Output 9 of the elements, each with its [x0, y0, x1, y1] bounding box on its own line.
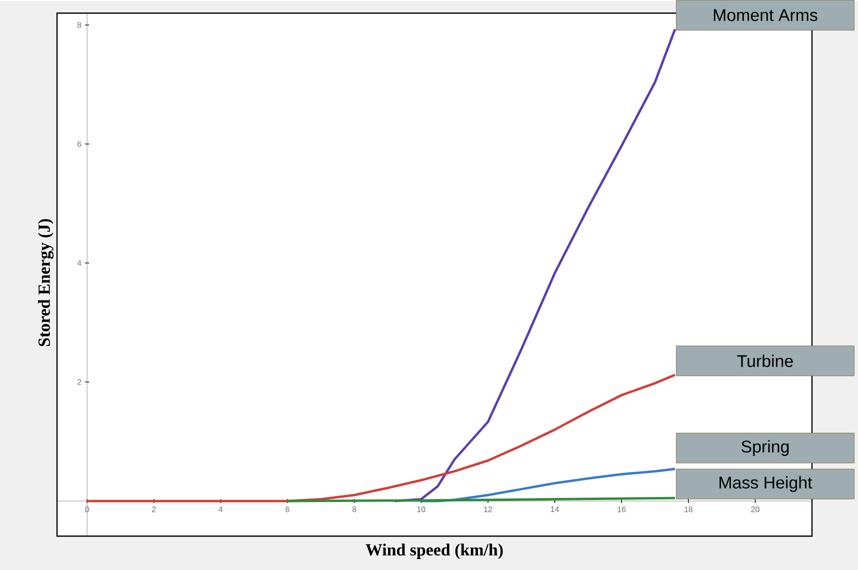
x-axis-title: Wind speed (km/h) — [366, 544, 503, 559]
text: Moment Arms — [714, 9, 818, 22]
y-axis-title: Stored Energy (J) — [38, 219, 54, 346]
line-series — [420, 468, 676, 502]
text: Turbine — [737, 354, 793, 368]
text: Mass Height — [720, 476, 812, 492]
text: Spring — [742, 440, 789, 456]
line-series — [393, 28, 676, 502]
line-series — [86, 374, 676, 502]
